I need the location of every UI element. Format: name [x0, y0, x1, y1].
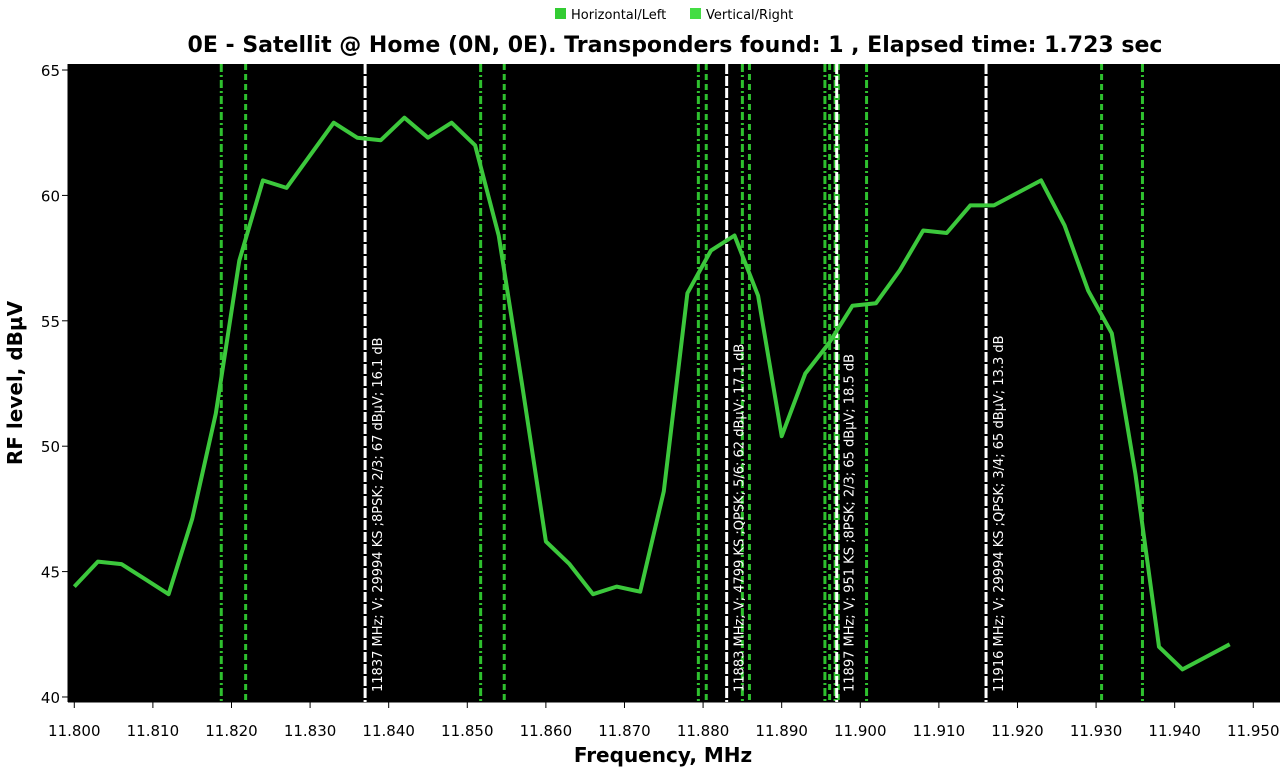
rf-level-line [72, 115, 1231, 672]
plot-area [68, 64, 1280, 702]
y-tick-label: 45 [41, 564, 60, 582]
x-tick-label: 11.850 [441, 722, 494, 740]
y-tick-label: 65 [41, 62, 60, 80]
y-tick-label: 50 [41, 438, 60, 456]
y-tick-label: 55 [41, 313, 60, 331]
transponder-label: 11883 MHz; V; 4799 KS ;QPSK; 5/6; 62 dBµ… [733, 344, 748, 692]
x-tick-label: 11.900 [834, 722, 887, 740]
x-tick-label: 11.820 [205, 722, 258, 740]
x-tick-label: 11.870 [598, 722, 651, 740]
y-tick-label: 40 [41, 689, 60, 707]
x-tick-label: 11.930 [1070, 722, 1123, 740]
chart-title: 0E - Satellit @ Home (0N, 0E). Transpond… [188, 33, 1163, 58]
legend-label: Horizontal/Left [571, 8, 666, 23]
x-tick-label: 11.920 [991, 722, 1044, 740]
x-tick-label: 11.950 [1227, 722, 1280, 740]
x-tick-label: 11.940 [1148, 722, 1201, 740]
transponder-label: 11916 MHz; V; 29994 KS ;QPSK; 3/4; 65 dB… [992, 335, 1007, 692]
x-tick-label: 11.840 [362, 722, 415, 740]
x-tick-label: 11.830 [284, 722, 337, 740]
transponder-label: 11897 MHz; V; 951 KS ;8PSK; 2/3; 65 dBµV… [843, 354, 858, 692]
x-tick-label: 11.810 [127, 722, 180, 740]
legend-label: Vertical/Right [706, 8, 793, 23]
y-tick-label: 60 [41, 187, 60, 205]
x-axis-label: Frequency, MHz [574, 743, 752, 767]
x-tick-label: 11.880 [677, 722, 730, 740]
legend-swatch [690, 8, 701, 19]
transponder-label: 11837 MHz; V; 29994 KS ;8PSK; 2/3; 67 dB… [371, 337, 386, 692]
x-tick-label: 11.860 [520, 722, 573, 740]
y-axis-label: RF level, dBµV [3, 300, 27, 465]
x-tick-label: 11.890 [755, 722, 808, 740]
x-tick-label: 11.910 [913, 722, 966, 740]
legend-swatch [555, 8, 566, 19]
x-tick-label: 11.800 [48, 722, 101, 740]
